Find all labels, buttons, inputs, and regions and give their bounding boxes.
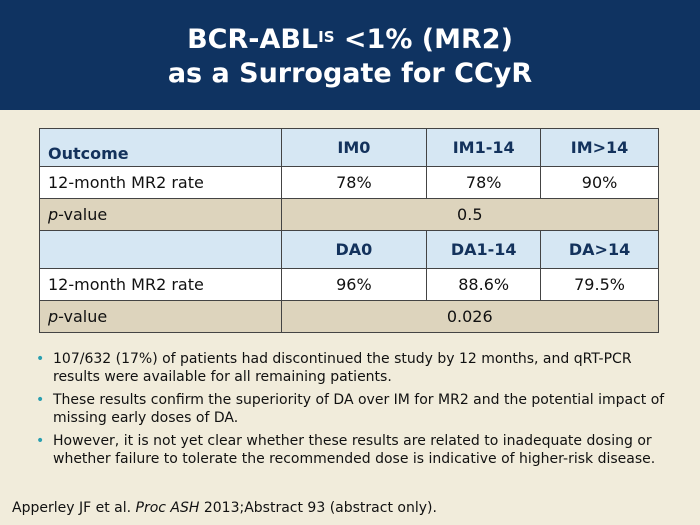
pvalue-label: p-value [39, 198, 282, 231]
results-table: Outcome IM0 IM1-14 IM>14 12-month MR2 ra… [39, 128, 660, 333]
pvalue-label-rest: -value [58, 307, 108, 326]
citation-rest: 2013;Abstract 93 (abstract only). [199, 500, 437, 516]
citation-journal: Proc ASH [135, 500, 200, 516]
table-row-pvalue: p-value 0.026 [39, 300, 660, 333]
note-text: 107/632 (17%) of patients had discontinu… [53, 351, 632, 385]
bullet-icon: • [36, 351, 45, 367]
note-text: These results confirm the superiority of… [53, 392, 665, 426]
pvalue-label-italic: p [48, 205, 59, 224]
table-header-row: DA0 DA1-14 DA>14 [39, 230, 659, 269]
pvalue-value: 0.5 [280, 198, 660, 231]
list-item: • However, it is not yet clear whether th… [36, 432, 676, 468]
table-row: 12-month MR2 rate 78% 78% 90% [39, 166, 659, 199]
header-cell-outcome: Outcome [39, 128, 282, 167]
citation: Apperley JF et al. Proc ASH 2013;Abstrac… [12, 499, 437, 517]
pvalue-label-italic: p [48, 307, 59, 326]
table-row: 12-month MR2 rate 96% 88.6% 79.5% [39, 268, 659, 301]
note-text: However, it is not yet clear whether the… [53, 433, 656, 467]
table-header-row: Outcome IM0 IM1-14 IM>14 [39, 128, 659, 167]
table-cell: 96% [280, 268, 428, 301]
table-cell: 78% [280, 166, 428, 199]
table-cell: 88.6% [426, 268, 542, 301]
header-cell-im0: IM0 [280, 128, 428, 167]
slide-title: BCR-ABLIS <1% (MR2) as a Surrogate for C… [0, 0, 700, 110]
title-superscript: IS [318, 28, 335, 46]
title-main: BCR-ABL [187, 24, 319, 55]
title-line-1: BCR-ABLIS <1% (MR2) [0, 23, 700, 57]
table-cell: 78% [426, 166, 542, 199]
list-item: • 107/632 (17%) of patients had discontin… [36, 350, 676, 386]
header-cell-empty [39, 230, 282, 269]
list-item: • These results confirm the superiority o… [36, 391, 676, 427]
header-cell-im-gt14: IM>14 [540, 128, 659, 167]
title-rest: <1% (MR2) [334, 24, 513, 55]
table-cell: 90% [540, 166, 659, 199]
pvalue-label-rest: -value [58, 205, 108, 224]
header-cell-da1-14: DA1-14 [426, 230, 542, 269]
pvalue-label: p-value [39, 300, 282, 333]
title-line-2: as a Surrogate for CCyR [167, 58, 533, 89]
bullet-icon: • [36, 433, 45, 449]
table-cell: 79.5% [540, 268, 659, 301]
header-cell-da-gt14: DA>14 [540, 230, 659, 269]
bullet-icon: • [36, 392, 45, 408]
pvalue-value: 0.026 [280, 300, 660, 333]
notes-list: • 107/632 (17%) of patients had discontin… [36, 350, 676, 473]
header-cell-im1-14: IM1-14 [426, 128, 542, 167]
citation-authors: Apperley JF et al. [12, 500, 136, 516]
header-cell-da0: DA0 [280, 230, 428, 269]
table-row-pvalue: p-value 0.5 [39, 198, 660, 231]
row-label: 12-month MR2 rate [39, 166, 282, 199]
row-label: 12-month MR2 rate [39, 268, 282, 301]
